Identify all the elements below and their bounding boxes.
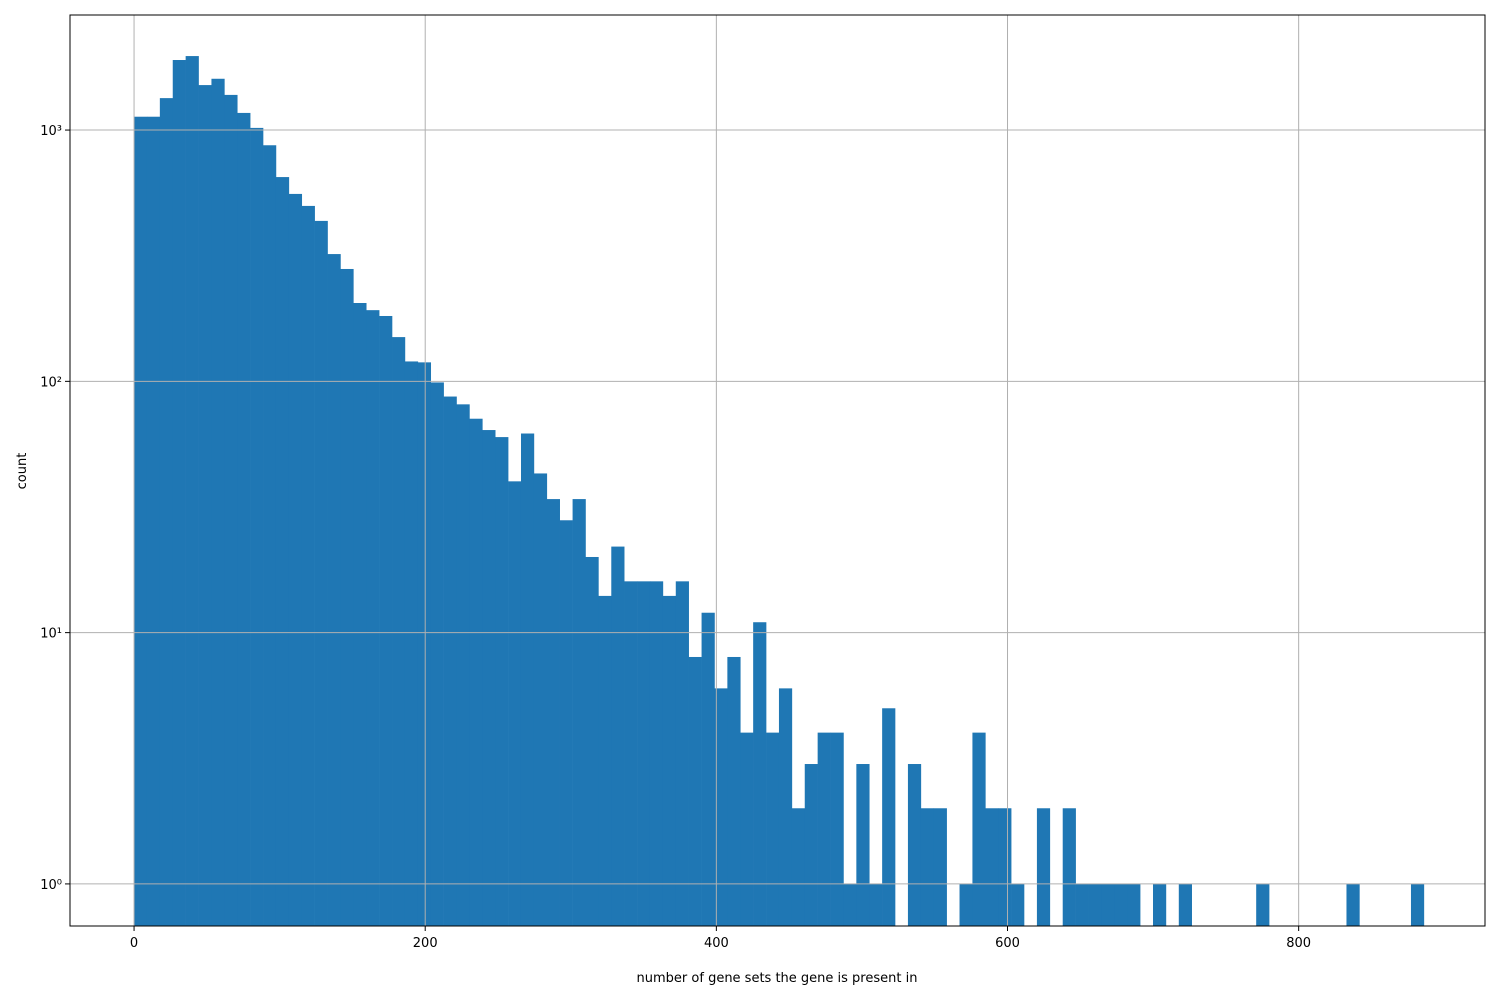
bar (172, 60, 186, 927)
plot-frame (69, 14, 1486, 927)
bar (482, 430, 496, 926)
y-axis-label: count (15, 453, 30, 490)
bar (159, 98, 174, 927)
bar (907, 764, 922, 926)
bar (649, 581, 664, 926)
bar (275, 177, 290, 927)
y-tick-label: 10² (40, 375, 62, 390)
x-tick-label: 0 (130, 936, 138, 951)
bar (185, 56, 199, 926)
y-tick-label: 10¹ (40, 627, 62, 642)
bar (585, 556, 599, 926)
bar (1127, 883, 1141, 926)
bar (1088, 883, 1102, 926)
bar (469, 418, 483, 926)
bar (1256, 883, 1270, 926)
bar (1075, 883, 1089, 926)
bar (379, 315, 393, 926)
bar (662, 595, 677, 926)
bar (263, 145, 277, 927)
bar (198, 85, 212, 927)
bar (508, 481, 522, 926)
bar (1178, 883, 1192, 926)
bar (959, 883, 973, 926)
bar (933, 808, 947, 926)
bar (688, 656, 702, 926)
bar (211, 78, 225, 927)
bar (237, 112, 251, 927)
bar (301, 205, 315, 926)
bar (1346, 883, 1360, 926)
bar (495, 437, 509, 926)
y-tick-label: 10⁰ (40, 878, 62, 893)
bar (804, 764, 818, 926)
bar (1114, 883, 1128, 926)
bar (1062, 808, 1076, 926)
bar (830, 732, 844, 926)
bar (1036, 808, 1051, 926)
bar (740, 732, 754, 926)
bar (1101, 883, 1115, 926)
x-tick-label: 600 (995, 936, 1020, 951)
bar (134, 116, 148, 927)
bar (327, 254, 341, 926)
bar (675, 581, 689, 926)
bar (404, 361, 419, 927)
bar (998, 808, 1012, 926)
bar (972, 732, 986, 926)
bar (1410, 883, 1425, 926)
bar (1011, 883, 1025, 926)
x-tick-label: 200 (413, 936, 438, 951)
bar (559, 520, 573, 926)
bar (533, 473, 548, 926)
bar (366, 310, 380, 926)
bar (546, 499, 560, 926)
bar (392, 337, 406, 926)
bar (882, 708, 896, 926)
bar (353, 303, 367, 926)
bar (314, 220, 328, 927)
bar (637, 581, 651, 926)
x-tick-label: 400 (704, 936, 729, 951)
bar (250, 127, 264, 927)
bar (856, 764, 870, 926)
bar (520, 433, 535, 926)
bar (1152, 883, 1167, 926)
bar (817, 732, 831, 926)
x-axis-label: number of gene sets the gene is present … (637, 971, 918, 986)
bar (340, 268, 354, 926)
bar (778, 688, 793, 926)
bar (430, 382, 444, 926)
bar (443, 396, 457, 926)
bar (624, 581, 638, 926)
bar (727, 656, 741, 926)
bar (920, 808, 935, 926)
bar (456, 404, 470, 926)
bar (985, 808, 999, 926)
bar (224, 94, 238, 926)
bar (417, 362, 432, 926)
bar (701, 612, 715, 926)
bar (598, 595, 612, 926)
bar (288, 193, 303, 926)
x-tick-label: 800 (1286, 936, 1311, 951)
bar (843, 883, 857, 926)
bar (791, 808, 806, 926)
bar (146, 116, 161, 927)
bar (714, 688, 728, 926)
bar (611, 546, 625, 926)
bar (572, 499, 586, 926)
bar (753, 622, 767, 926)
y-tick-label: 10³ (40, 124, 62, 139)
bar (869, 883, 883, 926)
bar (766, 732, 780, 926)
